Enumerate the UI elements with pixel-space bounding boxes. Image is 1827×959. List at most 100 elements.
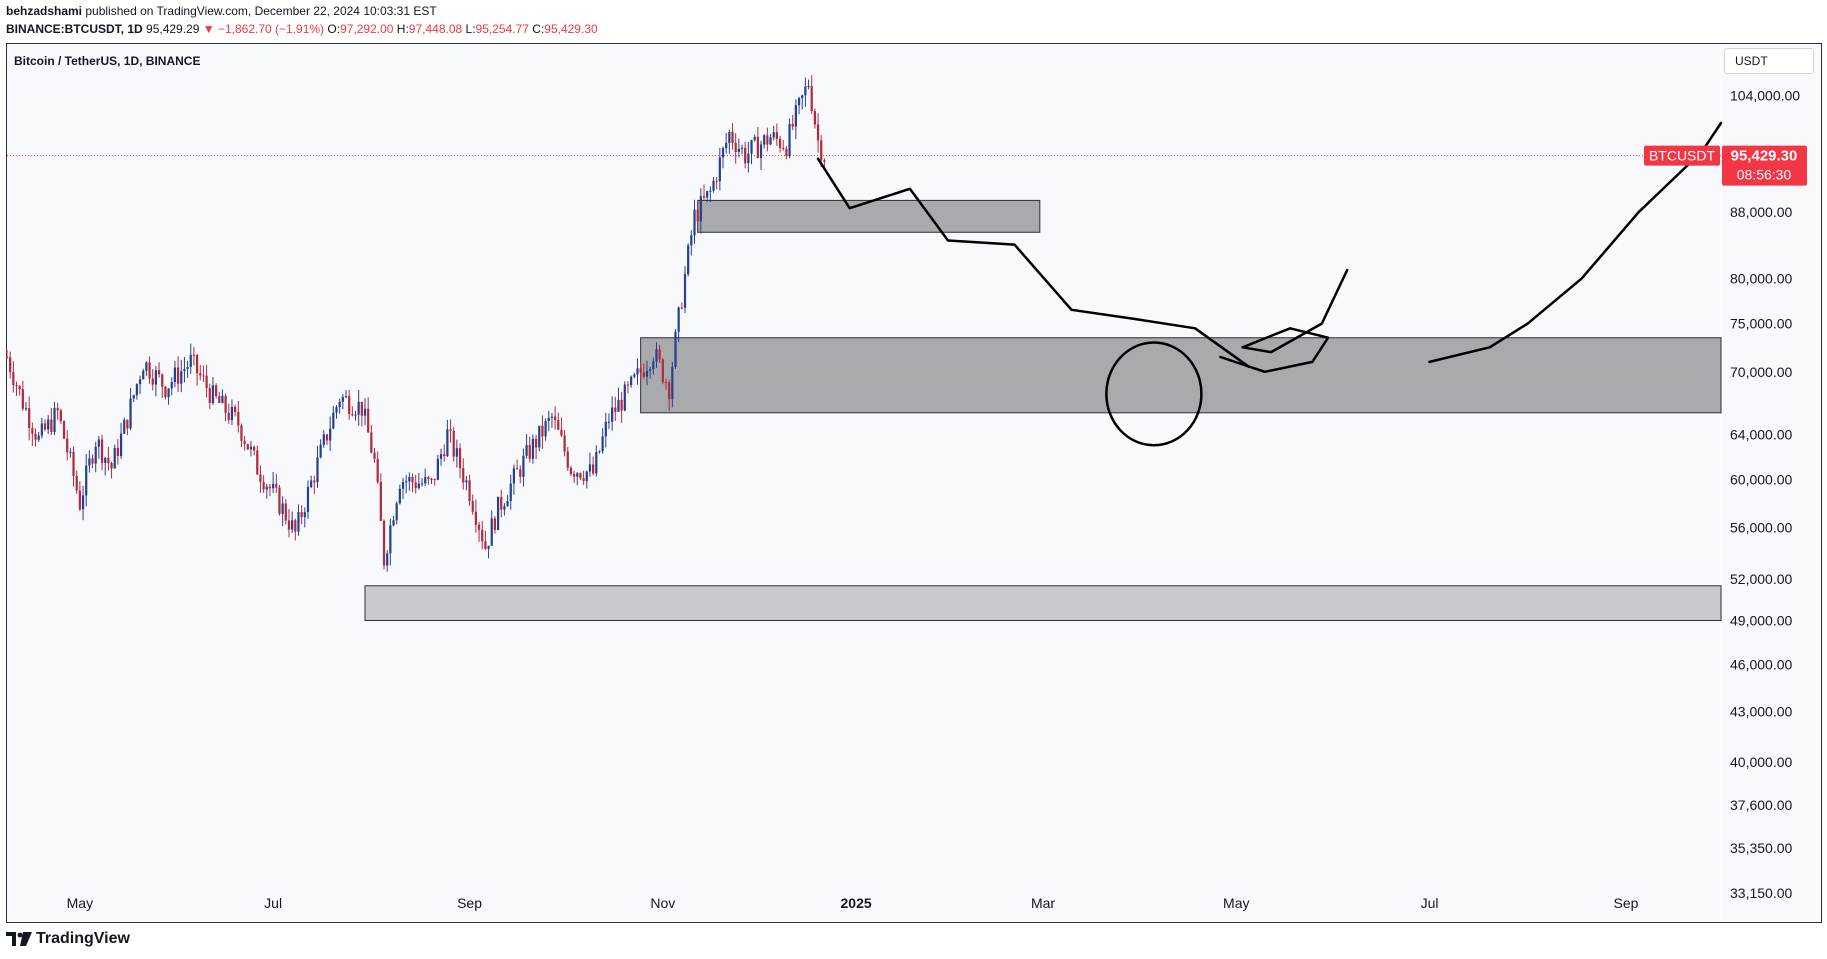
candle-body (759, 144, 763, 159)
candle-body (598, 451, 601, 453)
candle-body (306, 487, 310, 513)
candle-body (297, 512, 300, 532)
candle-body (683, 274, 687, 308)
candle-body (43, 423, 47, 430)
candle-body (81, 495, 85, 510)
candle-body (601, 436, 604, 452)
publish-info: behzadshami published on TradingView.com… (6, 4, 437, 18)
candle-body (291, 520, 294, 530)
candle-body (804, 86, 807, 96)
candle-body (313, 480, 316, 483)
freehand-drawing[interactable] (816, 157, 1251, 369)
y-axis-label: 70,000.00 (1730, 364, 1792, 380)
published-text: published on TradingView.com, December 2… (82, 4, 437, 18)
tradingview-logo[interactable]: TradingView (6, 930, 130, 948)
low-label: L: (465, 22, 476, 36)
x-axis-label: Sep (1613, 895, 1638, 911)
candle-body (224, 395, 227, 413)
candle-body (417, 483, 420, 489)
candle-body (9, 357, 12, 373)
candle-body (405, 481, 408, 483)
candle-body (503, 506, 506, 510)
y-axis-label: 80,000.00 (1730, 271, 1792, 287)
candle-body (500, 496, 503, 510)
candle-body (379, 482, 382, 521)
candle-body (414, 482, 417, 489)
circle-drawing[interactable] (1105, 341, 1203, 447)
y-axis-label: 37,600.00 (1730, 797, 1792, 813)
currency-selector[interactable]: USDT (1724, 48, 1814, 74)
candle-body (398, 488, 401, 504)
candle-body (34, 433, 37, 440)
candle-body (636, 368, 639, 375)
high-value: 97,448.08 (408, 22, 463, 36)
chart-pane[interactable] (6, 43, 1822, 923)
candle-body (515, 468, 519, 470)
zone-rectangle[interactable] (640, 337, 1722, 414)
candle-body (268, 486, 272, 489)
y-axis-label: 43,000.00 (1730, 704, 1792, 720)
candle-body (386, 553, 389, 566)
candle-body (614, 407, 617, 412)
candle-body (496, 496, 500, 530)
candle-body (455, 448, 458, 457)
candle-body (772, 132, 775, 138)
symbol-info: BINANCE:BTCUSDT, 1D (6, 22, 143, 36)
candle-body (164, 386, 167, 398)
y-axis-label: 49,000.00 (1730, 612, 1792, 628)
candle-body (259, 474, 262, 482)
candle-body (332, 412, 335, 429)
candle-body (569, 467, 573, 475)
candle-body (652, 361, 655, 370)
candle-body (550, 416, 554, 418)
zone-rectangle[interactable] (364, 585, 1722, 621)
candle-body (493, 518, 497, 530)
candle-body (310, 480, 313, 488)
candle-body (325, 434, 329, 441)
candle-body (15, 385, 18, 387)
candle-body (272, 483, 275, 489)
candle-body (50, 419, 53, 432)
candle-body (525, 445, 528, 456)
low-value: 95,254.77 (475, 22, 529, 36)
candle-body (820, 140, 823, 161)
freehand-drawing[interactable] (1219, 268, 1349, 374)
ohlc-line: BINANCE:BTCUSDT, 1D 95,429.29 ▼ −1,862.7… (6, 22, 598, 36)
candle-body (443, 454, 446, 457)
close-value: 95,429.30 (544, 22, 598, 36)
candle-body (183, 369, 186, 372)
y-axis-label: 35,350.00 (1730, 840, 1792, 856)
candle-body (576, 473, 579, 477)
candle-body (582, 478, 585, 481)
candle-body (47, 419, 50, 430)
x-axis-label: Jul (264, 895, 282, 911)
zone-rectangle[interactable] (697, 199, 1041, 233)
candle-body (294, 520, 297, 532)
candle-body (287, 520, 291, 530)
candle-body (509, 483, 512, 501)
candle-body (265, 486, 268, 490)
x-axis-label: Nov (650, 895, 675, 911)
candle-body (490, 518, 493, 546)
candle-body (370, 432, 373, 453)
candle-body (620, 399, 623, 411)
candle-body (373, 452, 376, 459)
candle-body (341, 396, 344, 402)
candle-body (633, 374, 636, 377)
candle-body (439, 454, 443, 459)
candle-body (119, 433, 123, 456)
candle-body (173, 367, 177, 383)
candle-body (487, 545, 490, 549)
candle-body (230, 406, 234, 421)
candle-body (31, 428, 34, 434)
candle-body (408, 476, 411, 482)
candle-body (709, 190, 712, 192)
candle-body (348, 396, 351, 414)
candle-body (674, 331, 677, 368)
candle-body (721, 148, 725, 158)
candle-body (62, 421, 66, 439)
high-label: H: (396, 22, 409, 36)
candle-body (221, 395, 224, 403)
candle-body (123, 419, 126, 434)
